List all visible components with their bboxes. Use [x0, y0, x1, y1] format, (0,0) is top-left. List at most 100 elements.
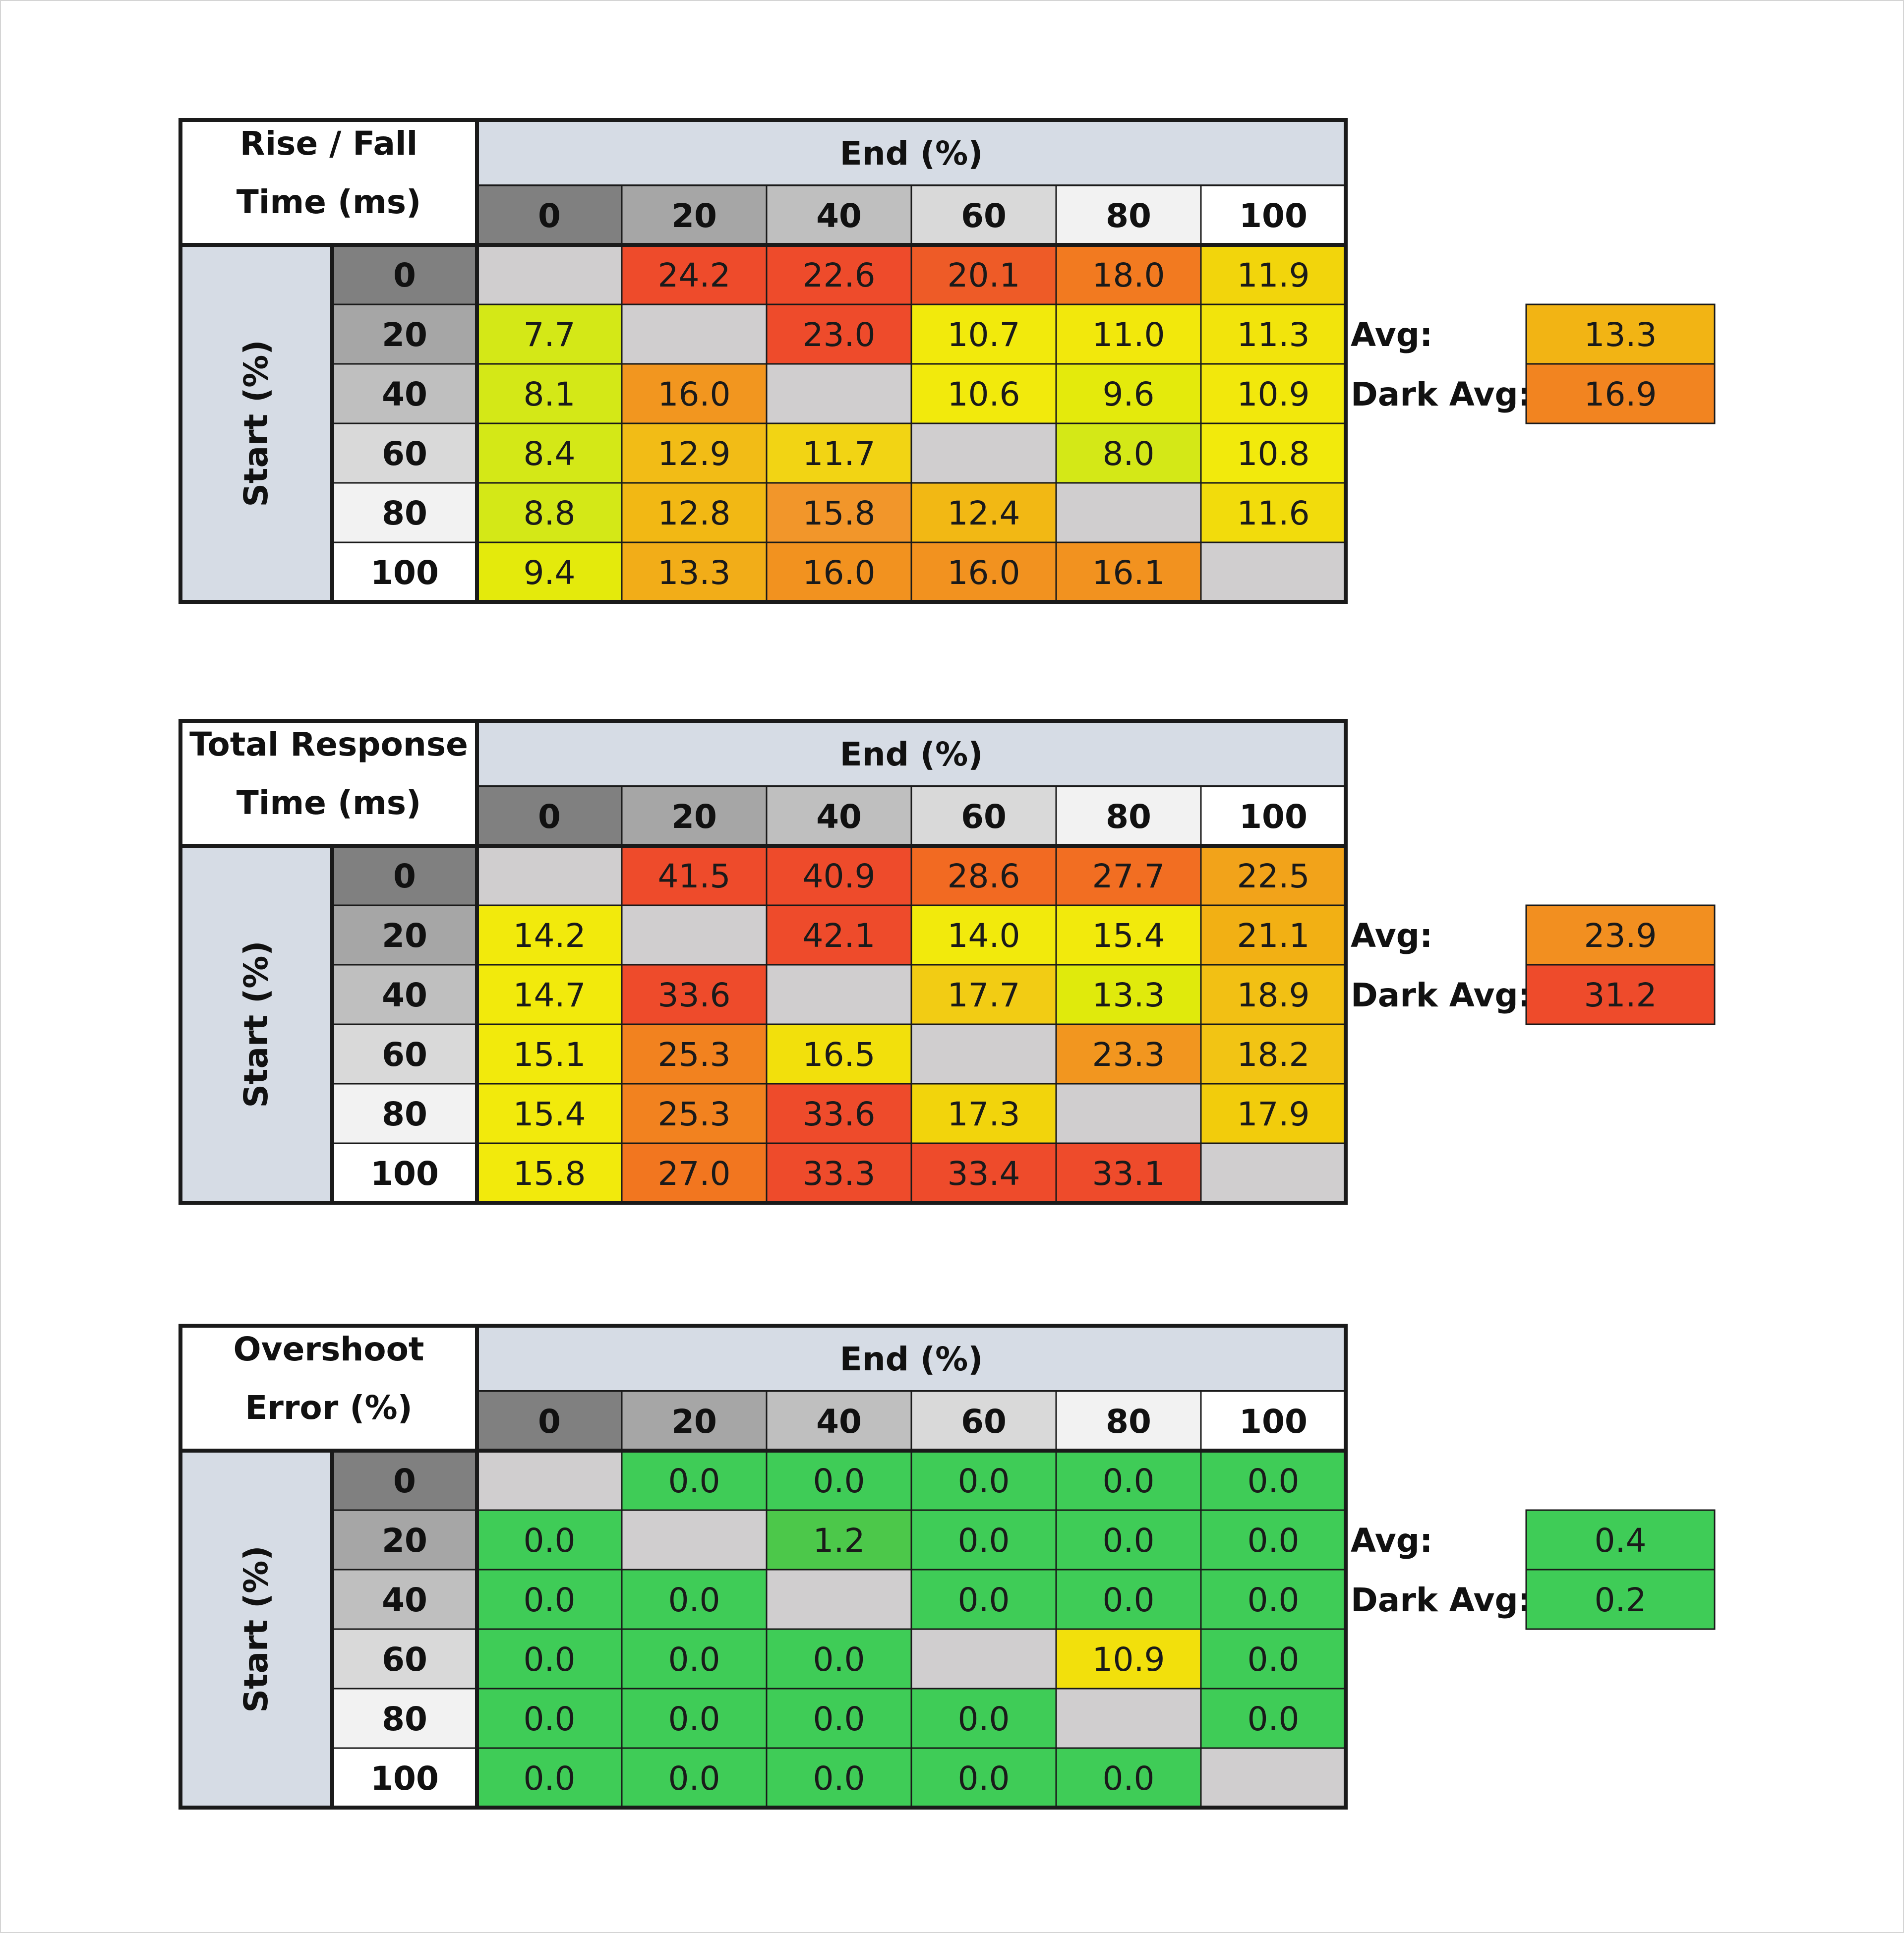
column-header-cell [1055, 785, 1202, 847]
column-header-label: 60 [961, 798, 1007, 836]
heatmap-cell-value: 0.0 [524, 1581, 576, 1619]
heatmap-cell-value: 0.0 [1103, 1462, 1155, 1500]
start-header-band [179, 1450, 333, 1809]
y-axis-label: Start (%) [237, 940, 275, 1108]
column-header-cell [1055, 184, 1202, 246]
heatmap-cell [621, 541, 768, 603]
heatmap-cell [910, 845, 1057, 906]
heatmap-cell [910, 422, 1057, 484]
column-header-cell [766, 1390, 912, 1452]
title-cell [179, 1325, 478, 1452]
table-title-line: Overshoot [234, 1330, 424, 1368]
heatmap-cell-value: 10.9 [1237, 375, 1310, 413]
heatmap-cell-value: 10.9 [1092, 1641, 1165, 1679]
heatmap-cell [766, 1569, 912, 1630]
row-header-label: 60 [382, 1036, 427, 1074]
summary-value: 31.2 [1584, 976, 1657, 1014]
heatmap-cell [476, 422, 623, 484]
heatmap-cell [621, 1083, 768, 1144]
column-header-label: 100 [1239, 1403, 1308, 1441]
heatmap-cell-value: 12.9 [658, 435, 731, 473]
column-header-label: 0 [538, 798, 561, 836]
heatmap-cell [476, 244, 623, 305]
x-axis-label: End (%) [840, 735, 983, 773]
row-header-label: 20 [382, 316, 427, 354]
column-header-cell [1200, 1390, 1347, 1452]
heatmap-cell-value: 16.0 [658, 375, 731, 413]
table-title-line: Time (ms) [237, 183, 421, 221]
heatmap-cell-value: 0.0 [1248, 1700, 1300, 1738]
heatmap-cell-value: 27.7 [1092, 857, 1165, 895]
heatmap-cell-value: 8.0 [1103, 435, 1155, 473]
heatmap-cell [766, 363, 912, 424]
heatmap-cell [1055, 482, 1202, 543]
heatmap-cell-value: 24.2 [658, 256, 731, 294]
heatmap-cell-value: 0.0 [668, 1700, 720, 1738]
heatmap-cell-value: 18.9 [1237, 976, 1310, 1014]
heatmap-cell [910, 303, 1057, 365]
heatmap-cell-value: 0.0 [524, 1641, 576, 1679]
row-header-label: 60 [382, 435, 427, 473]
heatmap-cell [910, 482, 1057, 543]
heatmap-cell-value: 20.1 [948, 256, 1020, 294]
heatmap-cell-value: 21.1 [1237, 917, 1310, 955]
heatmap-cell [621, 1509, 768, 1571]
heatmap-cell [910, 964, 1057, 1025]
heatmap-cell [621, 303, 768, 365]
column-header-label: 20 [671, 798, 717, 836]
heatmap-cell [1055, 904, 1202, 966]
heatmap-cell [766, 1142, 912, 1204]
row-header-cell [331, 1688, 478, 1749]
column-header-cell [1055, 1390, 1202, 1452]
summary-value: 0.4 [1595, 1522, 1647, 1560]
heatmap-cell [1200, 1569, 1347, 1630]
column-header-label: 80 [1106, 197, 1151, 235]
row-header-label: 40 [382, 1581, 427, 1619]
y-axis-label: Start (%) [237, 340, 275, 507]
summary-label: Avg: [1351, 917, 1432, 955]
end-header-band [476, 720, 1347, 787]
heatmap-cell [1200, 904, 1347, 966]
heatmap-cell [1200, 482, 1347, 543]
heatmap-cell-value: 8.4 [524, 435, 576, 473]
table-border [178, 719, 1348, 1205]
row-header-label: 100 [370, 554, 439, 592]
heatmap-cell [766, 1747, 912, 1809]
heatmap-cell [1200, 541, 1347, 603]
heatmap-cell [910, 1628, 1057, 1690]
heatmap-cell [1055, 1688, 1202, 1749]
heatmap-cell [476, 964, 623, 1025]
heatmap-cell-value: 13.3 [658, 554, 731, 592]
heatmap-table-1: Rise / Fall Time (ms) End (%) Start (%) 0 20 4… [178, 118, 1716, 604]
heatmap-cell-value: 17.9 [1237, 1095, 1310, 1133]
summary-label: Dark Avg: [1351, 375, 1531, 413]
row-header-cell [331, 363, 478, 424]
heatmap-cell-value: 11.9 [1237, 256, 1310, 294]
heatmap-cell [1200, 1628, 1347, 1690]
heatmap-table-2: Total Response Time (ms) End (%) Start (%) 0… [178, 719, 1716, 1205]
title-cell [179, 720, 478, 847]
heatmap-cell-value: 0.0 [958, 1759, 1010, 1798]
end-header-band [476, 1325, 1347, 1392]
heatmap-cell-value: 22.6 [803, 256, 876, 294]
heatmap-cell-value: 42.1 [803, 917, 876, 955]
heatmap-cell [1200, 303, 1347, 365]
heatmap-cell [476, 1688, 623, 1749]
row-header-label: 40 [382, 375, 427, 413]
row-header-label: 0 [393, 256, 416, 294]
column-header-cell [766, 785, 912, 847]
heatmap-cell [476, 1142, 623, 1204]
heatmap-cell [476, 845, 623, 906]
heatmap-cell-value: 0.0 [668, 1759, 720, 1798]
heatmap-cell [766, 1450, 912, 1511]
heatmap-cell-value: 23.0 [803, 316, 876, 354]
heatmap-cell-value: 8.8 [524, 494, 576, 532]
heatmap-cell-value: 9.6 [1103, 375, 1155, 413]
row-header-label: 100 [370, 1759, 439, 1798]
heatmap-cell-value: 0.0 [1103, 1759, 1155, 1798]
heatmap-cell [910, 1083, 1057, 1144]
heatmap-cell [1200, 1450, 1347, 1511]
column-header-label: 80 [1106, 798, 1151, 836]
